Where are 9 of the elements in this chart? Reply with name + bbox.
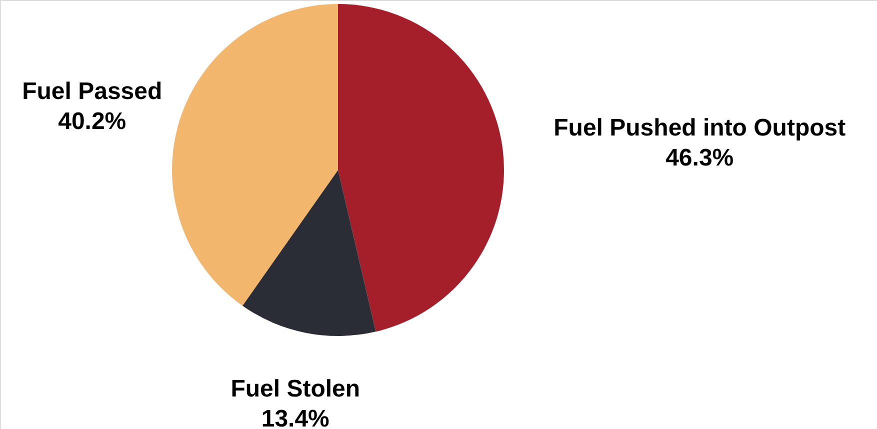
slice-label: Fuel Pushed into Outpost (554, 114, 846, 142)
data-label: 13.4% (261, 405, 330, 429)
data-label: 46.3% (666, 144, 734, 172)
data-label: 40.2% (58, 108, 126, 136)
slice-label: Fuel Stolen (230, 375, 360, 402)
pie-slice (242, 170, 376, 336)
pie-slice (172, 4, 338, 306)
pie-slice (338, 4, 504, 332)
slice-label: Fuel Passed (22, 78, 162, 106)
